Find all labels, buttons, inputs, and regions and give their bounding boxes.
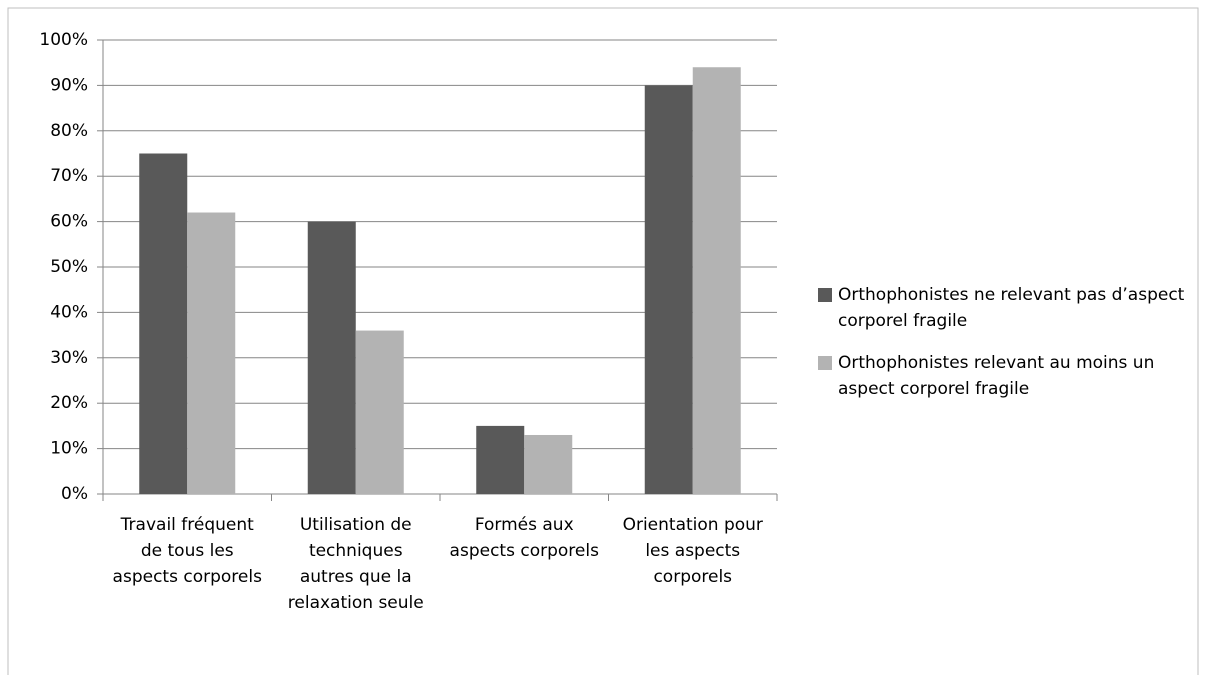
y-tick-label: 50% xyxy=(50,257,88,277)
legend-label: Orthophonistes ne relevant pas d’aspect … xyxy=(838,285,1185,331)
x-tick-label: Orientation pour les aspects corporels xyxy=(622,515,763,587)
legend-label: Orthophonistes relevant au moins un aspe… xyxy=(838,353,1155,399)
y-tick-label: 100% xyxy=(39,30,88,50)
y-tick-label: 0% xyxy=(61,484,88,504)
y-tick-label: 60% xyxy=(50,212,88,232)
x-tick-label: Travail fréquent de tous les aspects cor… xyxy=(112,515,262,587)
bar xyxy=(307,221,356,494)
y-tick-label: 40% xyxy=(50,302,88,322)
bar xyxy=(355,330,404,494)
bar xyxy=(476,425,525,494)
legend-swatch xyxy=(818,288,832,302)
bar xyxy=(524,434,573,494)
y-tick-label: 30% xyxy=(50,348,88,368)
y-tick-label: 80% xyxy=(50,121,88,141)
frame xyxy=(7,7,1199,675)
bar xyxy=(692,67,741,495)
y-tick-label: 10% xyxy=(50,439,88,459)
bar xyxy=(644,85,693,495)
bar xyxy=(139,153,188,494)
legend-swatch xyxy=(818,356,832,370)
y-tick-label: 90% xyxy=(50,75,88,95)
y-tick-label: 70% xyxy=(50,166,88,186)
bar xyxy=(187,212,236,494)
x-tick-label: Utilisation de techniques autres que la … xyxy=(287,515,424,613)
x-tick-label: Formés aux aspects corporels xyxy=(449,515,599,561)
y-tick-label: 20% xyxy=(50,393,88,413)
